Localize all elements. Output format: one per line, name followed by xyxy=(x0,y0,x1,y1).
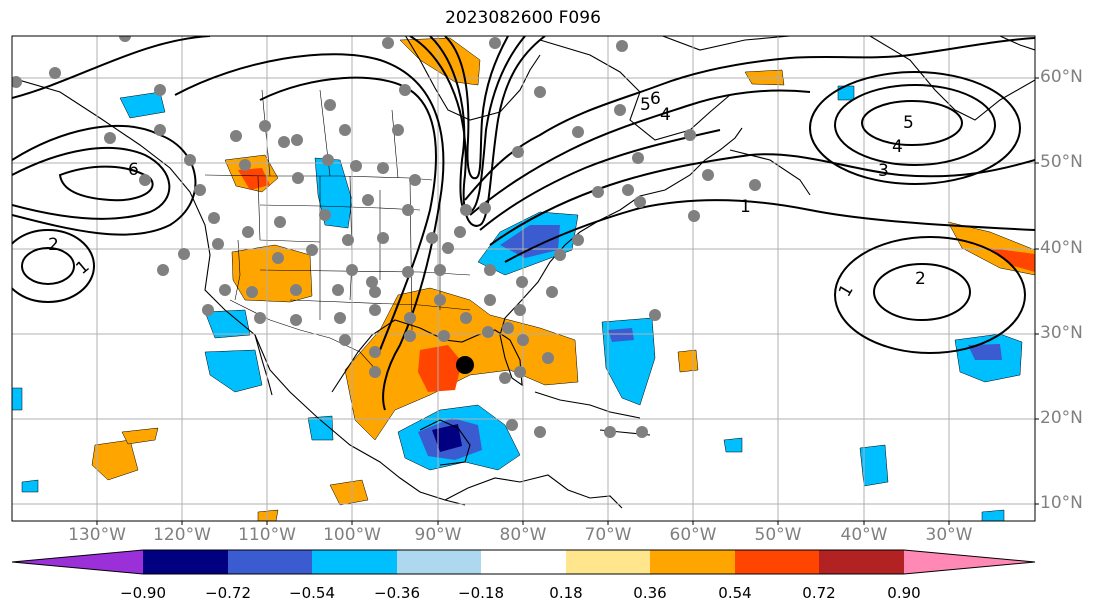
contour-label: 4 xyxy=(892,137,903,157)
colorbar-tick-label: 0.90 xyxy=(887,584,921,602)
colorbar-tick-label: 0.18 xyxy=(549,584,583,602)
storm-center-marker xyxy=(456,356,474,374)
lon-label-60w: 60°W xyxy=(669,525,717,545)
lon-label-70w: 70°W xyxy=(584,525,632,545)
contour-label: 2 xyxy=(48,235,59,255)
negative-anomaly-area xyxy=(12,387,23,411)
colorbar-segment xyxy=(312,550,397,574)
contour-label: 5 xyxy=(640,95,651,115)
negative-anomaly-area xyxy=(723,437,743,453)
positive-anomaly-area xyxy=(121,427,159,445)
colorbar-tick-label: 0.36 xyxy=(633,584,667,602)
colorbar-tick-label: 0.72 xyxy=(802,584,836,602)
lon-label-30w: 30°W xyxy=(925,525,973,545)
lat-label-20n: 20°N xyxy=(1040,408,1083,428)
negative-anomaly-area xyxy=(981,509,1005,521)
colorbar-segment xyxy=(12,550,143,574)
chart-title: 2023082600 F096 xyxy=(445,8,601,28)
contour-label: 1 xyxy=(740,197,751,217)
lat-label-60n: 60°N xyxy=(1040,67,1083,87)
lon-label-50w: 50°W xyxy=(754,525,802,545)
contour-label: 6 xyxy=(128,160,139,180)
negative-anomaly-area xyxy=(21,479,39,493)
negative-anomaly-area xyxy=(119,91,166,119)
lon-label-110w: 110°W xyxy=(238,525,296,545)
colorbar-segment xyxy=(819,550,904,574)
colorbar xyxy=(11,549,1036,575)
map-plot: 1 2 1 3 4 5 1 2 6 5 6 4 xyxy=(11,35,1039,525)
negative-anomaly-area xyxy=(307,415,334,441)
colorbar-tick-label: −0.90 xyxy=(120,584,166,602)
lat-label-40n: 40°N xyxy=(1040,238,1083,258)
positive-anomaly-area xyxy=(677,349,699,373)
colorbar-tick-label: 0.54 xyxy=(718,584,752,602)
coastlines xyxy=(12,36,1035,509)
colorbar-segment xyxy=(228,550,312,574)
negative-anomaly-area xyxy=(204,349,263,393)
colorbar-segment xyxy=(481,550,566,574)
positive-anomaly-area xyxy=(238,168,270,190)
lon-label-90w: 90°W xyxy=(414,525,462,545)
positive-anomaly-area xyxy=(91,439,139,481)
positive-anomaly-area xyxy=(418,345,462,392)
contour-label: 5 xyxy=(903,113,914,133)
positive-anomaly-area xyxy=(990,248,1035,272)
colorbar-segment xyxy=(143,550,228,574)
colorbar-segment xyxy=(397,550,481,574)
station-dots xyxy=(12,36,761,438)
colorbar-segment xyxy=(735,550,819,574)
positive-anomaly-area xyxy=(329,479,369,506)
negative-anomaly-area xyxy=(500,225,560,258)
colorbar-segment xyxy=(566,550,650,574)
colorbar-segment xyxy=(650,550,735,574)
negative-anomaly-area xyxy=(859,444,889,487)
positive-anomaly-area xyxy=(257,509,279,521)
lon-label-100w: 100°W xyxy=(323,525,381,545)
lon-label-130w: 130°W xyxy=(68,525,126,545)
negative-anomaly-area xyxy=(608,328,634,342)
colorbar-tick-label: −0.18 xyxy=(458,584,504,602)
colorbar-tick-label: −0.54 xyxy=(289,584,335,602)
lat-label-30n: 30°N xyxy=(1040,323,1083,343)
negative-anomaly-area xyxy=(204,309,251,339)
lon-label-40w: 40°W xyxy=(840,525,888,545)
colorbar-tick-label: −0.72 xyxy=(205,584,251,602)
negative-anomaly-area xyxy=(432,424,462,452)
axis-ticks xyxy=(96,77,1039,525)
lon-label-120w: 120°W xyxy=(153,525,211,545)
colorbar-tick-label: −0.36 xyxy=(374,584,420,602)
contour-label: 3 xyxy=(878,161,889,181)
lat-label-50n: 50°N xyxy=(1040,152,1083,172)
lon-label-80w: 80°W xyxy=(499,525,547,545)
lat-label-10n: 10°N xyxy=(1040,493,1083,513)
contour-label: 4 xyxy=(660,105,671,125)
contour-label: 2 xyxy=(915,269,926,289)
colorbar-segment xyxy=(904,550,1035,574)
negative-anomaly-area xyxy=(968,344,1002,360)
contour-label: 6 xyxy=(650,89,661,109)
